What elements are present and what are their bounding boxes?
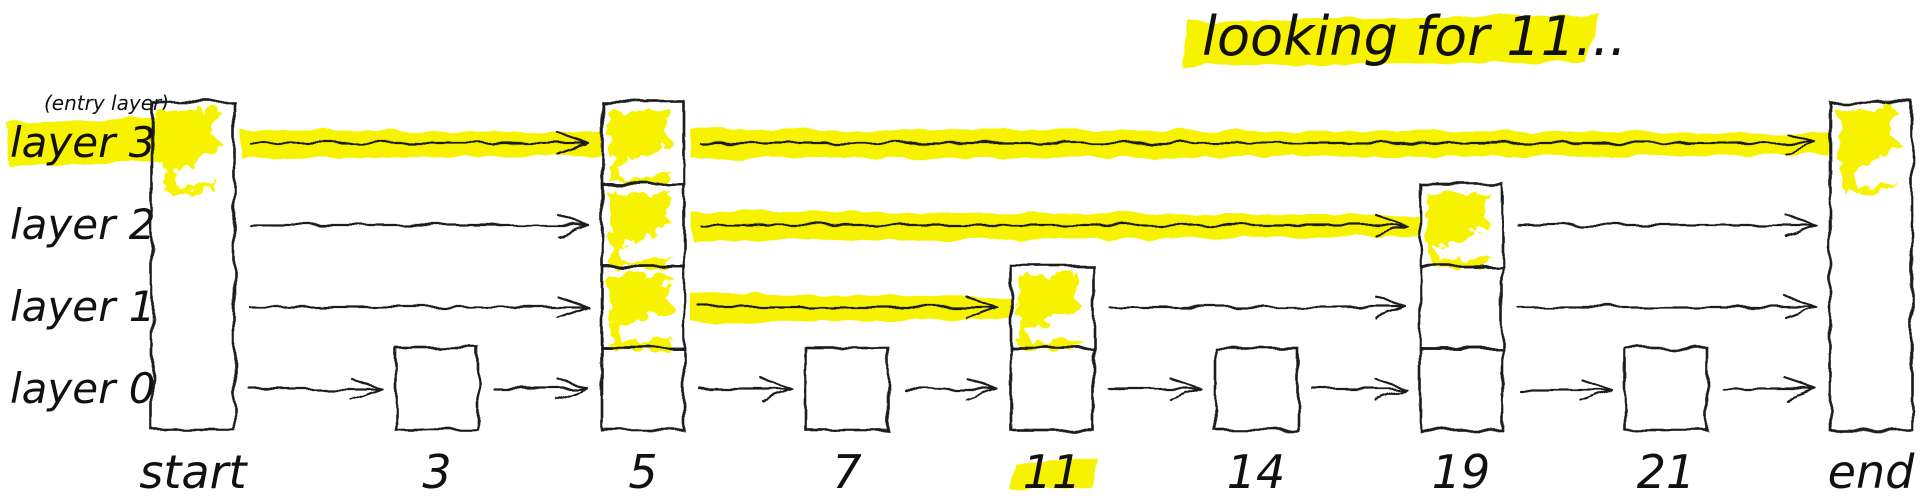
node-11-layer-0 bbox=[1009, 346, 1095, 432]
node-end-scribble bbox=[1837, 108, 1903, 194]
column-labels: start 3 5 7 11 14 19 21 end bbox=[139, 445, 1915, 499]
column-label-7: 7 bbox=[832, 445, 861, 499]
arrow-layer-0-11-to-14 bbox=[1107, 377, 1203, 402]
node-end bbox=[1828, 100, 1914, 432]
layer-label-0: layer 0 bbox=[10, 364, 155, 413]
node-start-scribble bbox=[159, 108, 225, 194]
node-19-layer-2-scribble bbox=[1427, 192, 1493, 268]
arrow-layer-0-19-to-21 bbox=[1516, 377, 1613, 402]
search-path-highlights bbox=[6, 117, 1830, 490]
node-7-layer-0 bbox=[804, 346, 890, 432]
arrow-layer-0-5-to-7 bbox=[698, 377, 794, 402]
arrow-layer-0-start-to-3 bbox=[248, 377, 384, 402]
arrow-layer-0-14-to-19 bbox=[1311, 377, 1408, 402]
layer-label-highlight bbox=[6, 117, 168, 167]
column-label-5: 5 bbox=[628, 445, 657, 499]
arrow-layer-2-5-to-19 bbox=[698, 213, 1408, 238]
node-5-layer-3-scribble bbox=[609, 110, 675, 186]
arrow-layer-1-start-to-5 bbox=[248, 295, 590, 320]
node-5-layer-2-scribble bbox=[609, 192, 675, 268]
arrow-layer-1-11-to-19 bbox=[1107, 295, 1408, 320]
arrow-layer-1-5-to-11 bbox=[698, 295, 999, 320]
arrow-layer-3-start-to-5 bbox=[248, 131, 590, 156]
layer-label-3: layer 3 bbox=[10, 118, 155, 167]
node-11-layer-1 bbox=[1009, 264, 1095, 350]
pointer-arrows bbox=[248, 131, 1818, 402]
arrow-layer-1-19-to-end bbox=[1516, 295, 1818, 320]
node-11-layer-1-scribble bbox=[1018, 274, 1084, 350]
layer-label-2: layer 2 bbox=[10, 200, 155, 249]
column-label-21: 21 bbox=[1637, 445, 1696, 499]
layer-label-1: layer 1 bbox=[10, 282, 155, 331]
arrow-layer-2-start-to-5 bbox=[248, 213, 590, 238]
node-columns bbox=[150, 100, 1914, 432]
arrow-layer-0-3-to-5 bbox=[492, 377, 590, 402]
node-5-layer-3 bbox=[600, 100, 686, 186]
column-label-11: 11 bbox=[1023, 445, 1082, 499]
column-label-14: 14 bbox=[1227, 445, 1286, 499]
node-5-layer-1-scribble bbox=[609, 274, 675, 350]
node-start bbox=[150, 100, 236, 432]
layer-labels: layer 3 layer 2 layer 1 layer 0 bbox=[10, 118, 155, 413]
arrow-layer-0-7-to-11 bbox=[902, 377, 999, 402]
node-19-layer-2 bbox=[1418, 182, 1504, 268]
title: looking for 11... bbox=[1202, 5, 1627, 68]
title-highlight bbox=[1180, 14, 1600, 66]
arrow-layer-3-5-to-end bbox=[698, 131, 1818, 156]
title-group: looking for 11... bbox=[1180, 5, 1627, 68]
node-19-layer-1 bbox=[1418, 264, 1504, 350]
arrow-layer-0-21-to-end bbox=[1721, 377, 1818, 402]
entry-layer-note: (entry layer) bbox=[44, 91, 169, 115]
arrow-layer-2-19-to-end bbox=[1516, 213, 1818, 238]
node-21-layer-0 bbox=[1623, 346, 1709, 432]
node-3-layer-0 bbox=[394, 346, 480, 432]
column-label-start: start bbox=[139, 445, 248, 499]
column-label-end: end bbox=[1828, 445, 1915, 499]
node-5-layer-0 bbox=[600, 346, 686, 432]
node-19-layer-0 bbox=[1418, 346, 1504, 432]
target-label-highlight bbox=[1010, 458, 1098, 490]
column-label-19: 19 bbox=[1432, 445, 1491, 499]
node-14-layer-0 bbox=[1213, 346, 1299, 432]
column-label-3: 3 bbox=[422, 445, 451, 499]
